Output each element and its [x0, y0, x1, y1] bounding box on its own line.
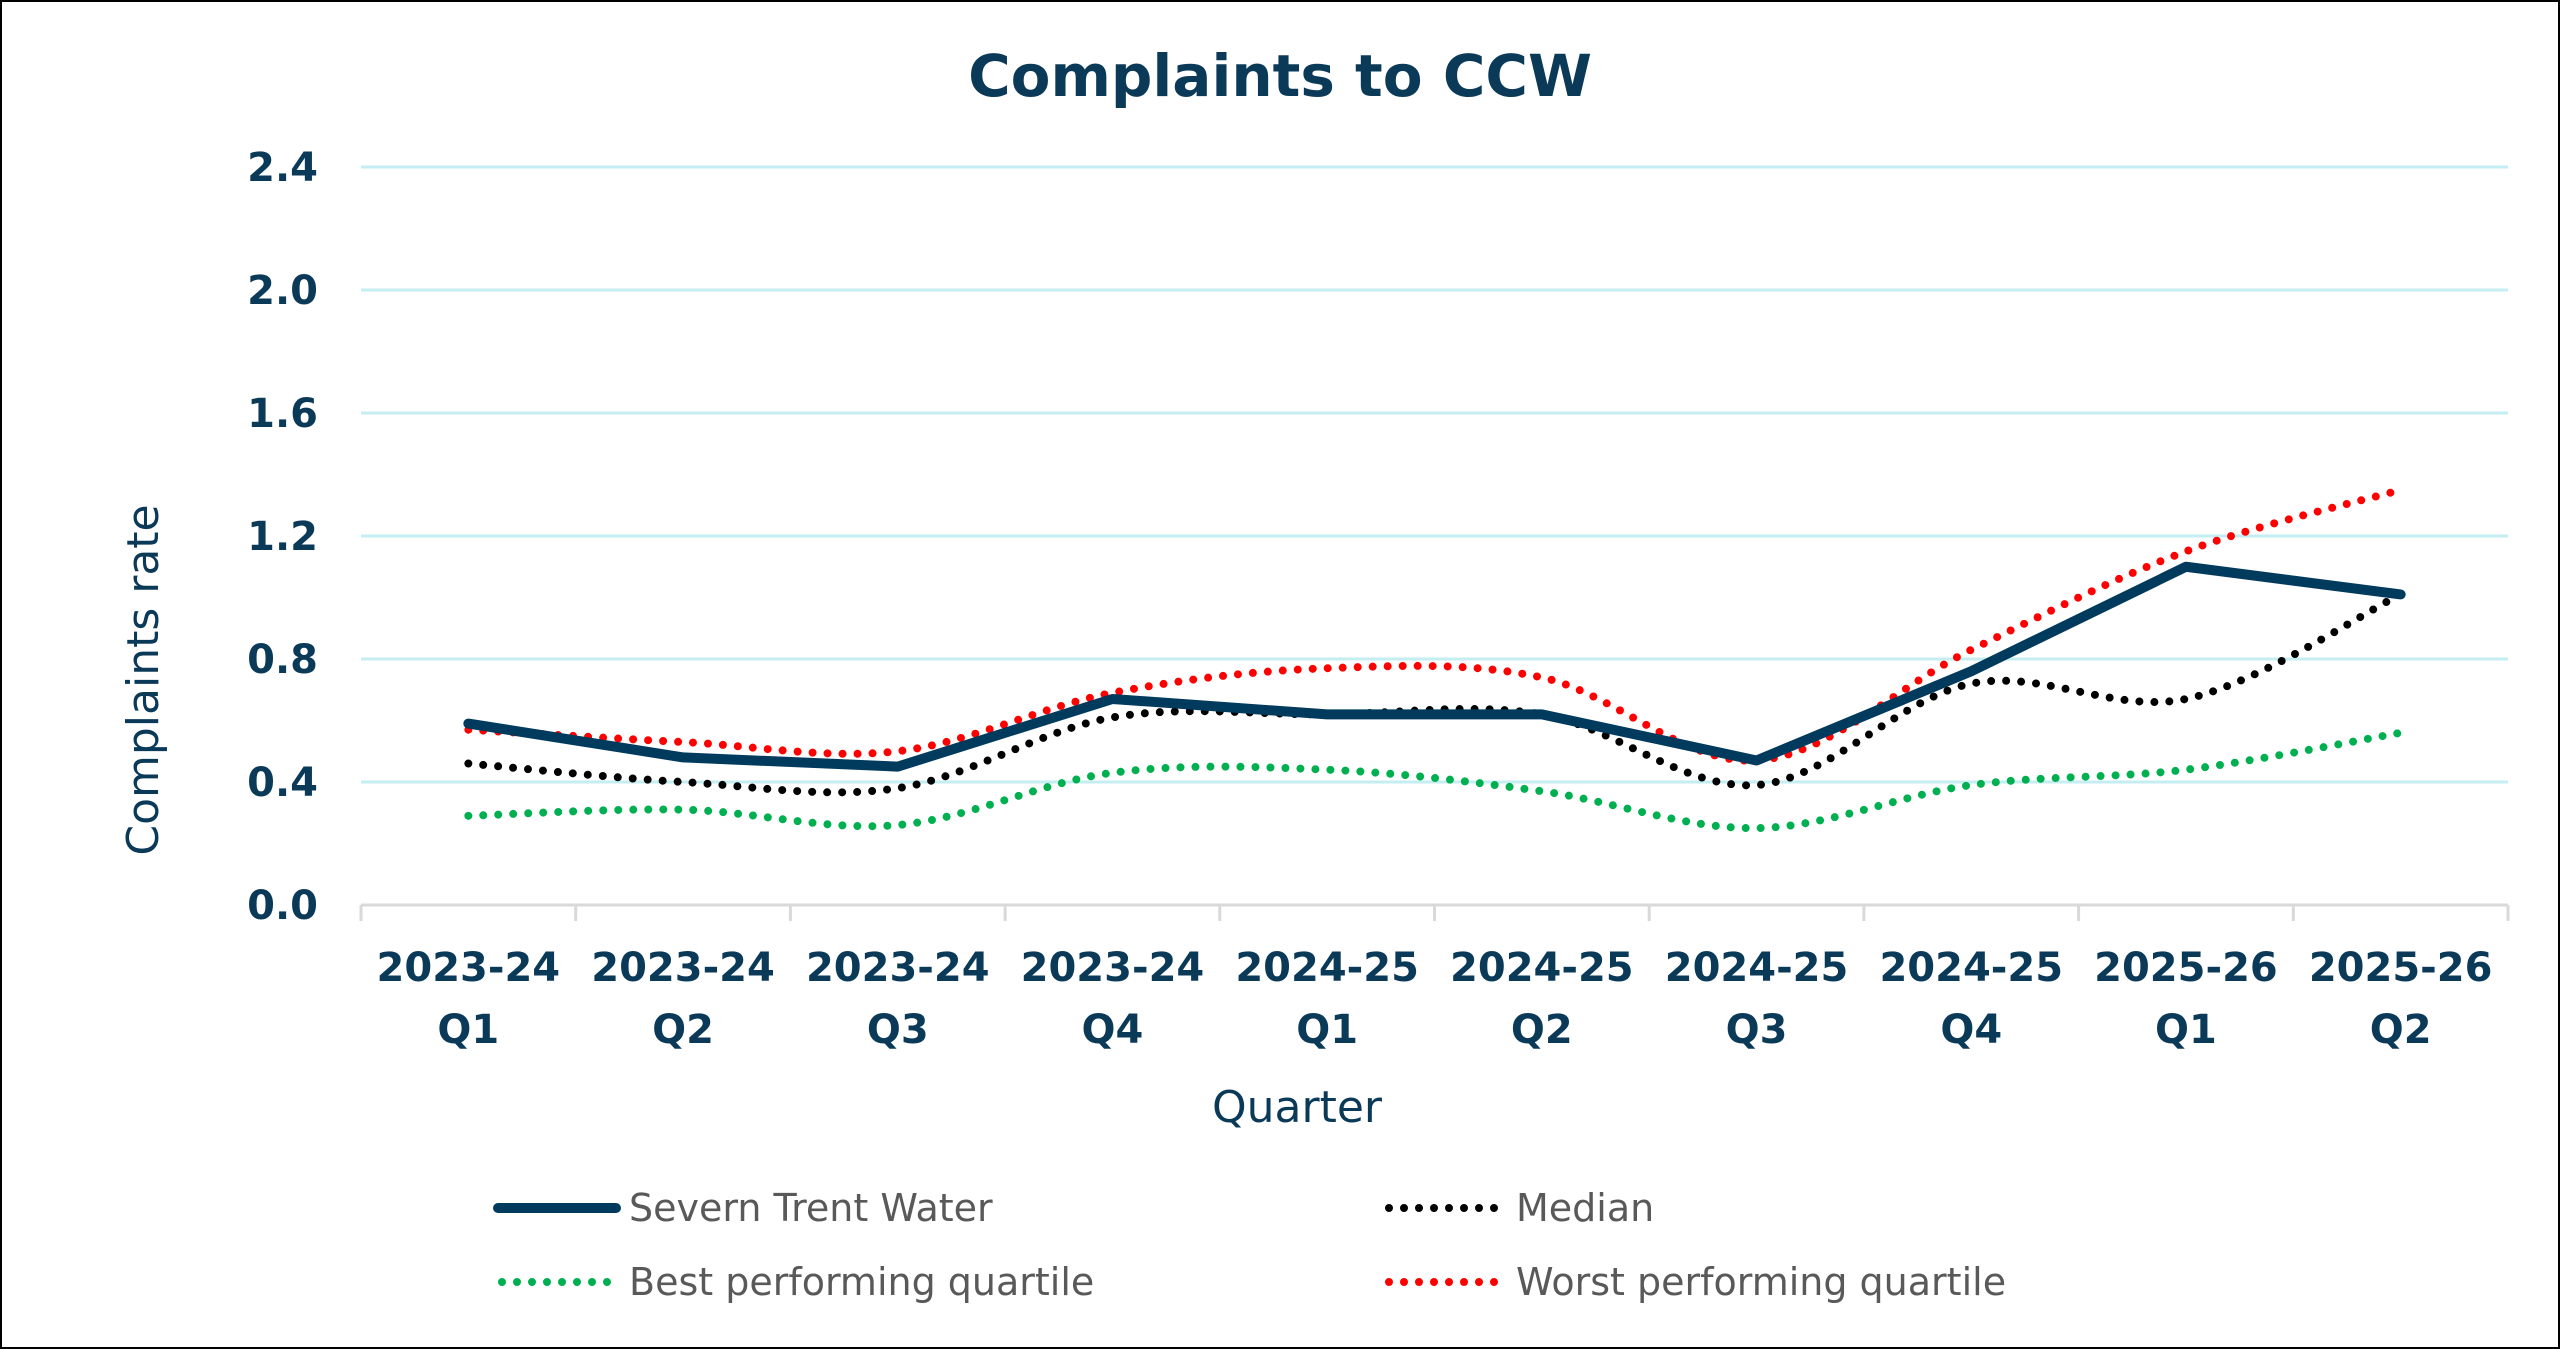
x-tick-label: Q2: [652, 1007, 714, 1053]
y-tick-label: 1.6: [247, 391, 318, 437]
x-tick-label: 2024-25: [1879, 945, 2063, 991]
series-lines: [463, 485, 2406, 833]
series-line-best-performing-quartile: [464, 728, 2405, 833]
y-axis-label: Complaints rate: [118, 504, 169, 855]
y-tick-labels: 0.0 0.4 0.8 1.2 1.6 2.0 2.4: [247, 145, 318, 929]
legend-label: Best performing quartile: [629, 1260, 1094, 1304]
x-tick-label: Q1: [1296, 1007, 1358, 1053]
y-tick-label: 2.4: [247, 145, 318, 191]
legend: Severn Trent Water Median Best performing …: [493, 1186, 2006, 1304]
y-tick-label: 1.2: [247, 514, 318, 560]
x-tick-label: 2024-25: [1450, 945, 1634, 991]
x-tick-label: Q3: [1726, 1007, 1788, 1053]
legend-label: Severn Trent Water: [629, 1186, 993, 1230]
series-line-severn-trent-water: [463, 561, 2406, 772]
legend-label: Median: [1516, 1186, 1654, 1230]
x-tick-label: 2024-25: [1665, 945, 1849, 991]
legend-label: Worst performing quartile: [1516, 1260, 2006, 1304]
x-tick-label: 2023-24: [1021, 945, 1205, 991]
y-tick-label: 0.4: [247, 760, 318, 806]
x-tick-label: Q2: [1511, 1007, 1573, 1053]
legend-item: Worst performing quartile: [1385, 1260, 2006, 1304]
x-tick-label: Q2: [2370, 1007, 2432, 1053]
y-tick-label: 0.0: [247, 883, 318, 929]
x-tick-label: Q4: [1082, 1007, 1144, 1053]
y-tick-label: 2.0: [247, 268, 318, 314]
gridlines: [361, 165, 2508, 784]
x-tick-label: Q4: [1940, 1007, 2002, 1053]
series-line-median: [464, 590, 2405, 797]
x-tick-label: 2023-24: [806, 945, 990, 991]
x-tick-label: 2025-26: [2309, 945, 2493, 991]
series-line-worst-performing-quartile: [464, 485, 2405, 765]
legend-item: Median: [1385, 1186, 1654, 1230]
x-tick-label: Q3: [867, 1007, 929, 1053]
y-tick-label: 0.8: [247, 637, 318, 683]
x-tick-label: 2023-24: [591, 945, 775, 991]
x-tick-label: Q1: [437, 1007, 499, 1053]
x-tick-label: Q1: [2155, 1007, 2217, 1053]
x-axis-label: Quarter: [1212, 1082, 1383, 1133]
legend-item: Best performing quartile: [498, 1260, 1094, 1304]
x-tick-label: 2025-26: [2094, 945, 2278, 991]
x-tick-label: 2024-25: [1235, 945, 1419, 991]
legend-item: Severn Trent Water: [493, 1186, 993, 1230]
chart-title: Complaints to CCW: [968, 42, 1592, 110]
x-tick-label: 2023-24: [377, 945, 561, 991]
x-axis: 2023-24 Q1 2023-24 Q2 2023-24 Q3 2023-24 Q4 2024…: [359, 903, 2510, 1053]
